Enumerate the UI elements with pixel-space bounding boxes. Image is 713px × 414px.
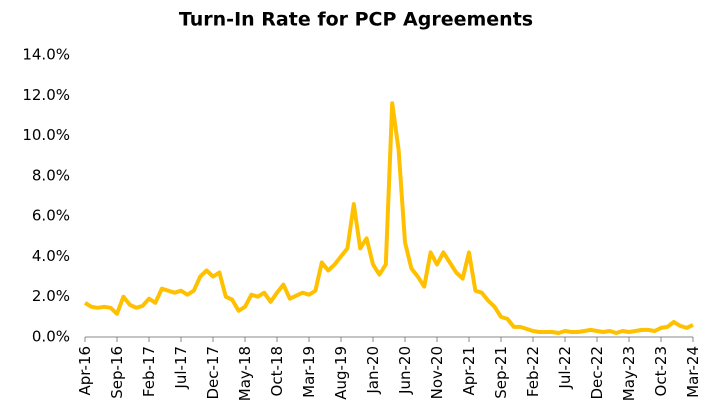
x-tick-label: Jul-22 xyxy=(556,346,574,390)
x-tick-label: Sep-21 xyxy=(492,346,510,399)
y-tick-label: 6.0% xyxy=(32,207,70,225)
x-tick-label: Jun-20 xyxy=(396,346,414,395)
x-tick-label: Feb-22 xyxy=(524,346,542,397)
line-series xyxy=(83,101,694,335)
x-tick-label: Oct-23 xyxy=(652,346,670,396)
y-tick-label: 2.0% xyxy=(32,287,70,305)
x-tick-label: Mar-24 xyxy=(684,346,702,398)
x-tick-label: Nov-20 xyxy=(428,346,446,399)
y-tick-label: 14.0% xyxy=(22,46,70,64)
x-tick-label: Aug-19 xyxy=(332,346,350,400)
x-tick-label: Dec-22 xyxy=(588,346,606,400)
x-tick-label: Dec-17 xyxy=(204,346,222,400)
x-tick-label: Apr-16 xyxy=(76,346,94,396)
chart-title: Turn-In Rate for PCP Agreements xyxy=(179,9,533,31)
x-tick-label: May-23 xyxy=(620,346,638,401)
x-tick-label: Mar-19 xyxy=(300,346,318,398)
y-tick-label: 12.0% xyxy=(22,86,70,104)
y-tick-label: 0.0% xyxy=(32,328,70,346)
x-tick-label: Sep-16 xyxy=(108,346,126,399)
x-tick-label: Jul-17 xyxy=(172,346,190,390)
y-tick-label: 10.0% xyxy=(22,126,70,144)
y-tick-label: 4.0% xyxy=(32,247,70,265)
x-tick-label: Oct-18 xyxy=(268,346,286,396)
y-tick-label: 8.0% xyxy=(32,166,70,184)
x-tick-label: May-18 xyxy=(236,346,254,401)
x-tick-label: Jan-20 xyxy=(364,346,382,395)
x-tick-label: Apr-21 xyxy=(460,346,478,396)
x-tick-label: Feb-17 xyxy=(140,346,158,397)
